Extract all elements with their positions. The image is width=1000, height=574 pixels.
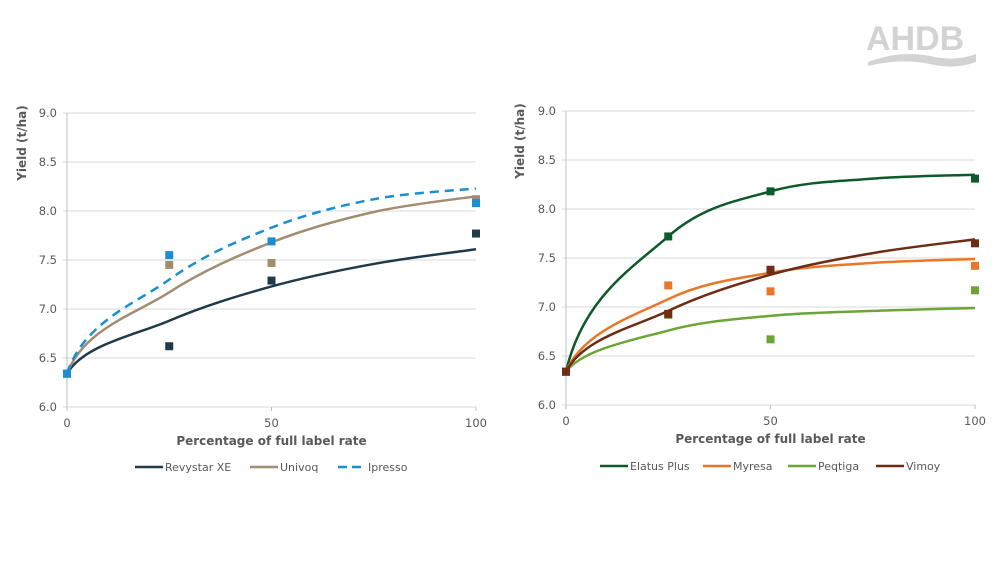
legend-label: Peqtiga	[818, 460, 859, 473]
y-tick-label: 7.0	[39, 302, 57, 316]
data-point-ipresso	[267, 237, 276, 246]
data-point-peqtiga	[971, 286, 979, 295]
trend-line-univoq	[65, 195, 477, 375]
trend-line-elatus-plus	[564, 173, 976, 372]
y-tick-label: 9.0	[538, 104, 556, 118]
trend-line-vimoy	[564, 238, 976, 373]
y-axis-title: Yield (t/ha)	[513, 103, 527, 180]
y-tick-label: 8.5	[538, 153, 556, 167]
logo-text: AHDB	[866, 20, 964, 58]
data-point-univoq	[165, 260, 174, 269]
chart-left: 6.0 6.5 7.0 7.5 8.0 8.5 9.0 0 50 100 Percentage of…	[15, 105, 487, 474]
chart-right: 6.0 6.5 7.0 7.5 8.0 8.5 9.0 0 50 100 Percentage of…	[513, 103, 986, 473]
x-axis-title: Percentage of full label rate	[176, 434, 366, 448]
y-tick-label: 8.0	[39, 204, 57, 218]
data-point-myresa	[971, 261, 979, 270]
y-tick-label: 7.5	[538, 251, 556, 265]
y-axis-title: Yield (t/ha)	[15, 105, 29, 182]
x-tick-label: 100	[964, 414, 986, 428]
y-tick-label: 6.0	[39, 400, 57, 414]
y-tick-label: 6.5	[538, 349, 556, 363]
trend-line-revystar-xe	[65, 247, 477, 375]
data-point-elatus-plus	[971, 174, 979, 183]
y-tick-label: 8.0	[538, 202, 556, 216]
x-tick-label: 0	[63, 416, 70, 430]
data-point-ipresso	[472, 199, 480, 208]
logo-swoosh	[868, 54, 976, 67]
y-tick-label: 7.5	[39, 253, 57, 267]
data-point-vimoy	[664, 309, 673, 318]
x-tick-label: 100	[465, 416, 487, 430]
legend-label: Myresa	[733, 460, 773, 473]
y-tick-label: 8.5	[39, 155, 57, 169]
data-point-peqtiga	[766, 335, 775, 344]
data-point-revystar-xe	[165, 342, 174, 351]
legend-label: Ipresso	[368, 461, 408, 474]
data-point-revystar-xe	[472, 229, 480, 238]
data-point-elatus-plus	[664, 232, 673, 241]
data-point-ipresso	[63, 369, 71, 378]
data-point-elatus-plus	[766, 187, 775, 196]
data-point-vimoy	[562, 367, 570, 376]
x-tick-label: 50	[763, 414, 778, 428]
data-point-myresa	[664, 281, 673, 290]
legend-label: Vimoy	[906, 460, 941, 473]
y-tick-label: 7.0	[538, 300, 556, 314]
data-point-vimoy	[766, 265, 775, 274]
data-point-revystar-xe	[267, 276, 276, 285]
data-point-ipresso	[165, 251, 174, 260]
legend-label: Revystar XE	[165, 461, 231, 474]
legend-label: Elatus Plus	[630, 460, 690, 473]
y-tick-label: 9.0	[39, 106, 57, 120]
y-tick-label: 6.5	[39, 351, 57, 365]
legend-label: Univoq	[280, 461, 318, 474]
x-axis-title: Percentage of full label rate	[675, 432, 865, 446]
x-tick-label: 0	[562, 414, 569, 428]
data-point-vimoy	[971, 239, 979, 248]
trend-line-peqtiga	[565, 306, 976, 373]
y-tick-label: 6.0	[538, 398, 556, 412]
trend-line-ipresso	[65, 187, 477, 375]
ahdb-logo: AHDB	[866, 20, 976, 67]
x-tick-label: 50	[264, 416, 279, 430]
data-point-myresa	[766, 287, 775, 296]
data-point-univoq	[267, 258, 276, 267]
